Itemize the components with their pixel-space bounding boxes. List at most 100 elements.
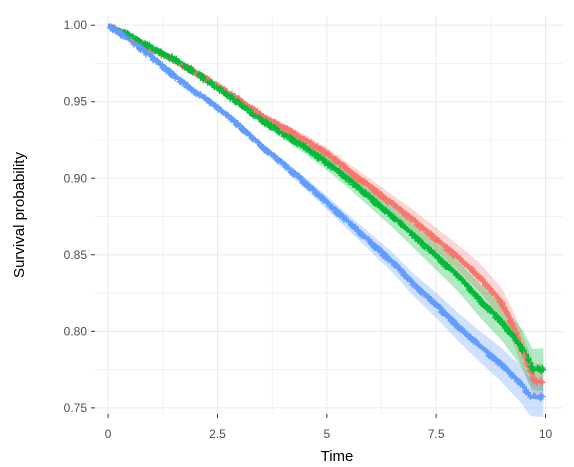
- censor-mark-1: [341, 162, 348, 169]
- censor-mark-1: [492, 291, 499, 298]
- censor-mark-1: [350, 172, 357, 179]
- censor-mark-2: [486, 305, 493, 312]
- censor-mark-3: [332, 209, 339, 216]
- censor-mark-2: [236, 98, 243, 105]
- censor-mark-1: [423, 227, 430, 234]
- censor-mark-2: [324, 160, 331, 167]
- censor-mark-2: [378, 204, 385, 211]
- censor-mark-3: [149, 56, 156, 63]
- censor-mark-2: [217, 86, 224, 93]
- censor-mark-3: [232, 122, 239, 129]
- censor-mark-3: [505, 368, 512, 375]
- censor-mark-2: [275, 128, 282, 135]
- censor-mark-2: [321, 158, 328, 165]
- censor-mark-1: [364, 180, 371, 187]
- censor-mark-1: [482, 281, 489, 288]
- censor-mark-2: [222, 89, 229, 96]
- censor-mark-3: [264, 150, 271, 156]
- censor-mark-1: [486, 286, 493, 293]
- censor-mark-1: [353, 175, 360, 182]
- censor-mark-3: [294, 172, 301, 179]
- censor-mark-2: [461, 280, 468, 287]
- censor-mark-3: [454, 323, 461, 330]
- censor-mark-3: [134, 42, 141, 49]
- censor-mark-3: [437, 304, 444, 311]
- censor-mark-3: [350, 223, 357, 230]
- censor-mark-3: [142, 49, 149, 56]
- censor-mark-1: [333, 156, 340, 163]
- censor-mark-3: [489, 354, 496, 361]
- censor-mark-2: [366, 192, 373, 199]
- censor-mark-1: [404, 213, 411, 220]
- tick-labels: 0 2.5 5 7.5 10 0.75 0.80 0.85 0.90 0.95 1.00: [64, 18, 553, 441]
- y-tick-label: 0.75: [64, 401, 88, 415]
- censor-mark-3: [167, 69, 174, 76]
- censor-mark-3: [409, 281, 416, 288]
- censor-mark-3: [357, 229, 364, 236]
- censor-mark-2: [145, 43, 152, 50]
- censor-mark-1: [277, 124, 284, 131]
- censor-mark-3: [223, 110, 230, 117]
- censor-mark-3: [465, 333, 472, 340]
- censor-mark-3: [291, 170, 298, 177]
- censor-mark-3: [389, 259, 396, 266]
- censor-mark-1: [343, 167, 350, 174]
- y-tick-label: 0.95: [64, 95, 88, 109]
- y-tick-label: 0.85: [64, 248, 88, 262]
- censor-mark-2: [425, 245, 432, 252]
- censor-mark-2: [268, 124, 275, 131]
- censor-mark-1: [307, 139, 314, 146]
- censor-mark-3: [407, 276, 414, 283]
- censor-mark-3: [242, 129, 249, 136]
- censor-mark-2: [501, 321, 508, 328]
- censor-mark-1: [478, 275, 485, 282]
- censor-mark-1: [463, 261, 470, 268]
- censor-mark-3: [482, 347, 489, 354]
- censor-mark-1: [321, 149, 328, 156]
- censor-mark-3: [522, 389, 529, 396]
- censor-mark-2: [175, 58, 182, 65]
- censor-mark-2: [455, 274, 462, 281]
- censor-mark-2: [471, 292, 478, 299]
- censor-mark-2: [262, 121, 269, 128]
- censor-mark-2: [144, 43, 151, 50]
- censor-mark-2: [195, 70, 202, 77]
- censor-mark-3: [170, 73, 177, 80]
- censor-mark-1: [412, 217, 419, 224]
- censor-mark-1: [456, 256, 463, 263]
- censor-mark-2: [330, 164, 336, 171]
- censor-mark-3: [162, 65, 169, 72]
- censor-mark-2: [250, 111, 257, 118]
- censor-mark-1: [428, 230, 435, 237]
- censor-mark-3: [109, 26, 116, 33]
- censor-mark-1: [266, 116, 273, 123]
- censor-mark-1: [393, 203, 400, 210]
- censor-mark-2: [528, 363, 535, 370]
- censor-mark-3: [320, 197, 327, 204]
- y-tick-label: 0.80: [64, 324, 88, 338]
- censor-mark-3: [508, 373, 515, 380]
- censor-mark-3: [299, 180, 306, 187]
- censor-mark-1: [501, 305, 508, 312]
- censor-mark-3: [186, 85, 193, 92]
- censor-mark-3: [283, 162, 290, 169]
- censor-mark-3: [263, 147, 270, 154]
- censor-mark-3: [517, 381, 524, 388]
- censor-mark-3: [216, 106, 223, 113]
- censor-mark-2: [535, 366, 542, 373]
- censor-mark-1: [397, 206, 404, 213]
- censor-mark-2: [453, 270, 460, 277]
- censor-mark-2: [342, 174, 349, 181]
- censor-mark-1: [520, 351, 527, 358]
- censor-mark-2: [189, 67, 196, 74]
- censor-mark-3: [360, 232, 367, 239]
- censor-mark-3: [317, 194, 324, 201]
- censor-mark-1: [449, 251, 456, 258]
- censor-mark-1: [419, 224, 426, 231]
- censor-mark-2: [466, 285, 473, 292]
- censor-mark-2: [412, 235, 419, 242]
- censor-mark-3: [402, 271, 409, 278]
- censor-mark-3: [123, 34, 130, 41]
- censor-mark-1: [370, 188, 377, 195]
